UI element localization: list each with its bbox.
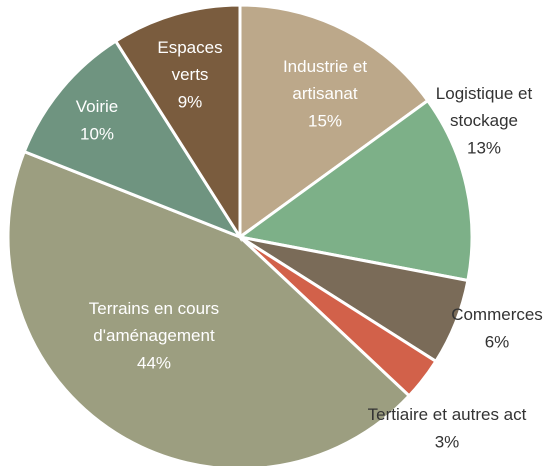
label-line: Voirie xyxy=(76,97,119,116)
label-line: Logistique et xyxy=(436,84,533,103)
pie-slice xyxy=(113,3,242,243)
slice-label: Commerces xyxy=(451,305,543,324)
slice-label: Logistique et stockage xyxy=(436,84,533,130)
slice-label: Espaces verts xyxy=(157,38,222,84)
slice-label: Tertiaire et autres act xyxy=(368,405,527,424)
value-label: 15% xyxy=(308,111,342,130)
value-label: 9% xyxy=(178,92,203,111)
label-line: verts xyxy=(172,65,209,84)
value-label: 6% xyxy=(485,332,510,351)
value-label: 44% xyxy=(137,353,171,372)
pie-slice xyxy=(6,149,412,466)
label-line: Espaces xyxy=(157,38,222,57)
value-label: 10% xyxy=(80,124,114,143)
label-line: Commerces xyxy=(451,305,543,324)
slice-label: Terrains en cours d'aménagement xyxy=(89,299,219,345)
slice-label: Industrie et artisanat xyxy=(283,57,367,103)
pie-slice xyxy=(236,98,474,283)
label-line: Industrie et xyxy=(283,57,367,76)
label-line: Terrains en cours xyxy=(89,299,219,318)
label-line: d'aménagement xyxy=(93,326,215,345)
value-label: 3% xyxy=(435,432,460,451)
slice-label: Voirie xyxy=(76,97,119,116)
value-label: 13% xyxy=(467,138,501,157)
pie-slice xyxy=(22,39,244,241)
label-line: stockage xyxy=(450,111,518,130)
label-line: artisanat xyxy=(292,84,357,103)
label-line: Tertiaire et autres act xyxy=(368,405,527,424)
pie-slice xyxy=(238,3,430,240)
